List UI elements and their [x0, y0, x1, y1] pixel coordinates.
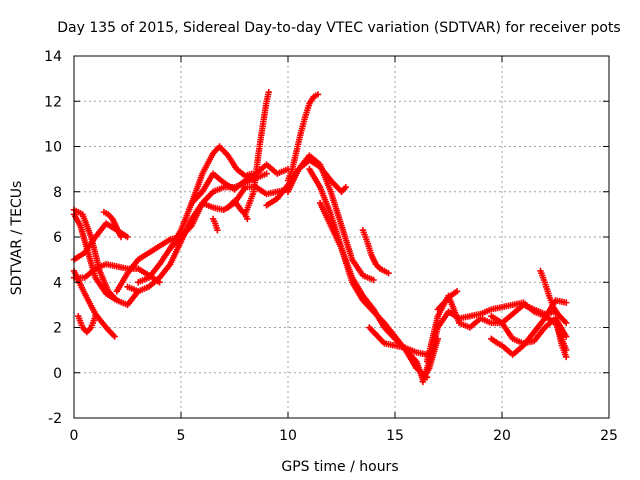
series-arc-25	[434, 288, 461, 313]
series-arc-3	[70, 267, 118, 340]
series-arc-21	[359, 227, 392, 277]
y-tick-label: 2	[53, 321, 62, 337]
plus-marker	[113, 297, 120, 304]
plus-marker	[92, 312, 99, 320]
plus-marker	[554, 310, 561, 318]
plus-marker	[214, 227, 221, 234]
x-axis-label: GPS time / hours	[281, 459, 398, 475]
y-tick-label: 6	[53, 230, 62, 246]
y-axis-label: SDTVAR / TECUs	[9, 181, 25, 296]
axis-ticks: 0 5 10 15 20 25 -2 0 2 4 6 8 10 12 14	[44, 49, 618, 444]
plus-marker	[563, 353, 570, 361]
y-tick-label: -2	[48, 411, 62, 427]
plus-marker	[265, 89, 272, 96]
x-tick-label: 25	[600, 428, 618, 444]
plus-marker	[111, 333, 118, 340]
series-arc-28	[537, 267, 561, 318]
y-tick-label: 14	[44, 49, 62, 65]
y-tick-label: 0	[53, 366, 62, 382]
y-tick-label: 4	[53, 275, 62, 291]
plus-marker	[563, 333, 570, 340]
series-arc-22	[366, 324, 431, 358]
plus-marker	[342, 184, 349, 191]
series-arc-17	[284, 91, 322, 184]
data-marks	[70, 89, 570, 385]
series-arc-2	[70, 206, 120, 304]
plus-marker	[370, 276, 377, 284]
x-tick-label: 15	[386, 428, 404, 444]
series-arc-4	[75, 312, 99, 336]
x-tick-label: 10	[279, 428, 297, 444]
plus-marker	[124, 233, 131, 241]
x-tick-label: 20	[493, 428, 511, 444]
y-tick-label: 10	[44, 140, 62, 156]
plus-marker	[563, 319, 570, 327]
series-arc-15	[242, 89, 272, 218]
series-arc-13	[209, 215, 221, 234]
grid	[74, 56, 609, 418]
chart-title: Day 135 of 2015, Sidereal Day-to-day VTE…	[57, 20, 620, 36]
plus-marker	[563, 299, 570, 306]
plus-marker	[453, 288, 461, 295]
plus-marker	[117, 233, 125, 241]
plus-marker	[244, 215, 251, 223]
x-tick-label: 0	[70, 428, 79, 444]
plus-marker	[314, 91, 322, 98]
x-tick-label: 5	[177, 428, 186, 444]
series-arc-18	[284, 152, 377, 284]
plus-marker	[385, 270, 392, 277]
series-arc-7	[100, 208, 125, 241]
y-tick-label: 8	[53, 185, 62, 201]
y-tick-label: 12	[44, 94, 62, 110]
series-arc-29	[554, 324, 570, 361]
plus-marker	[263, 170, 270, 177]
